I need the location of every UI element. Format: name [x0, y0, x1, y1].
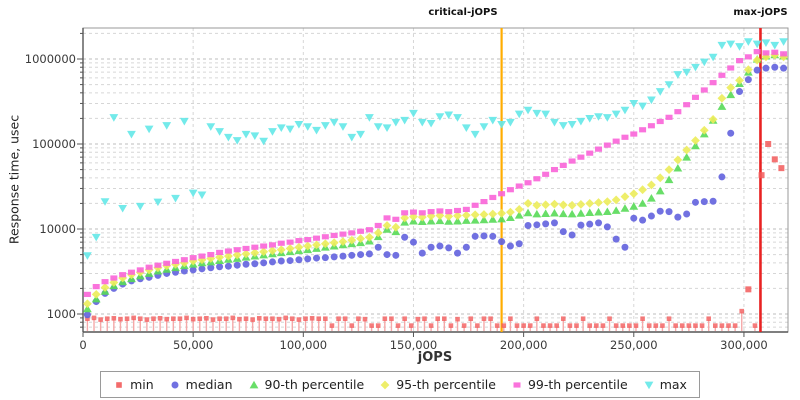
y-tick-label: 1000 [46, 307, 76, 321]
max-jops-label: max-jOPS [733, 7, 788, 18]
min-legend-marker [113, 379, 125, 391]
x-tick-label: 150,000 [389, 338, 438, 352]
x-tick-label: 250,000 [610, 338, 658, 352]
x-axis-title: jOPS [417, 350, 453, 365]
legend-label-95-th-percentile: 95-th percentile [396, 377, 496, 392]
x-tick-label: 0 [79, 338, 87, 352]
max-legend-marker [643, 379, 655, 391]
95-th-percentile-legend-marker [379, 379, 391, 391]
legend-wrap: min median 90-th percentile 95-th percentil… [0, 371, 800, 398]
x-tick-label: 200,000 [499, 338, 548, 352]
y-tick-label: 100000 [32, 137, 76, 151]
x-tick-label: 100,000 [279, 338, 328, 352]
legend-item-99-th-percentile: 99-th percentile [511, 377, 628, 392]
legend-label-median: median [185, 377, 233, 392]
x-tick-label: 300,000 [720, 338, 768, 352]
legend-label-min: min [130, 377, 154, 392]
median-legend-marker [169, 379, 181, 391]
legend-box: min median 90-th percentile 95-th percentil… [100, 371, 700, 398]
critical-jops-label: critical-jOPS [428, 7, 498, 18]
legend-item-90-th-percentile: 90-th percentile [248, 377, 365, 392]
legend-label-max: max [659, 377, 687, 392]
legend-item-95-th-percentile: 95-th percentile [379, 377, 496, 392]
legend-item-min: min [113, 377, 154, 392]
x-tick-label: 50,000 [173, 338, 214, 352]
99-th-percentile-legend-marker [511, 379, 523, 391]
legend-label-99-th-percentile: 99-th percentile [527, 377, 628, 392]
y-tick-label: 10000 [39, 222, 76, 236]
90-th-percentile-legend-marker [248, 379, 260, 391]
legend-item-max: max [643, 377, 687, 392]
legend-item-median: median [169, 377, 233, 392]
y-tick-label: 1000000 [24, 52, 76, 66]
legend-label-90-th-percentile: 90-th percentile [264, 377, 365, 392]
y-axis-title: Response time, usec [6, 114, 22, 245]
